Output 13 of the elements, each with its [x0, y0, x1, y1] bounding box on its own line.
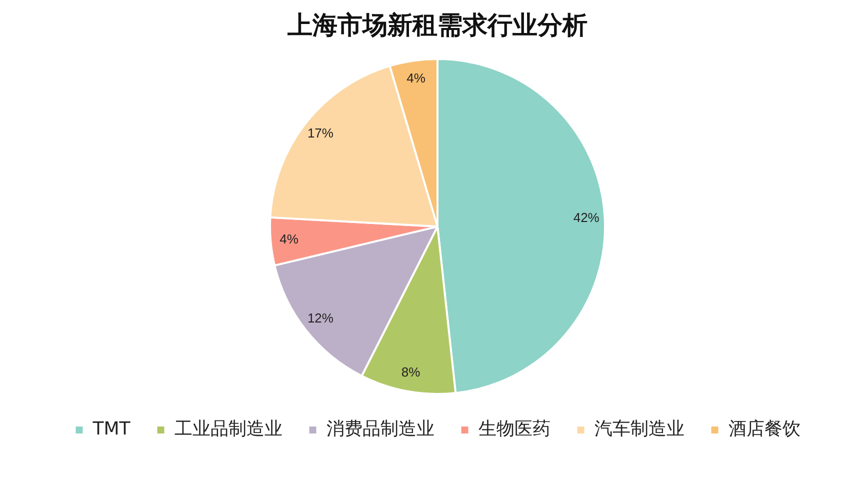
data-label: 4% — [406, 70, 426, 86]
data-label: 4% — [280, 232, 299, 247]
data-label: 42% — [573, 210, 600, 226]
chart-title: 上海市场新租需求行业分析 — [286, 10, 588, 40]
legend-label: 生物医药 — [478, 418, 550, 440]
data-label: 8% — [401, 364, 421, 380]
legend-label: 消费品制造业 — [326, 418, 434, 440]
legend-label: 工业品制造业 — [174, 418, 282, 440]
data-label: 12% — [307, 310, 334, 326]
legend-label: 酒店餐饮 — [728, 418, 800, 440]
data-label: 17% — [307, 126, 334, 141]
legend-label: TMT — [92, 418, 132, 440]
legend-label: 汽车制造业 — [594, 418, 684, 440]
